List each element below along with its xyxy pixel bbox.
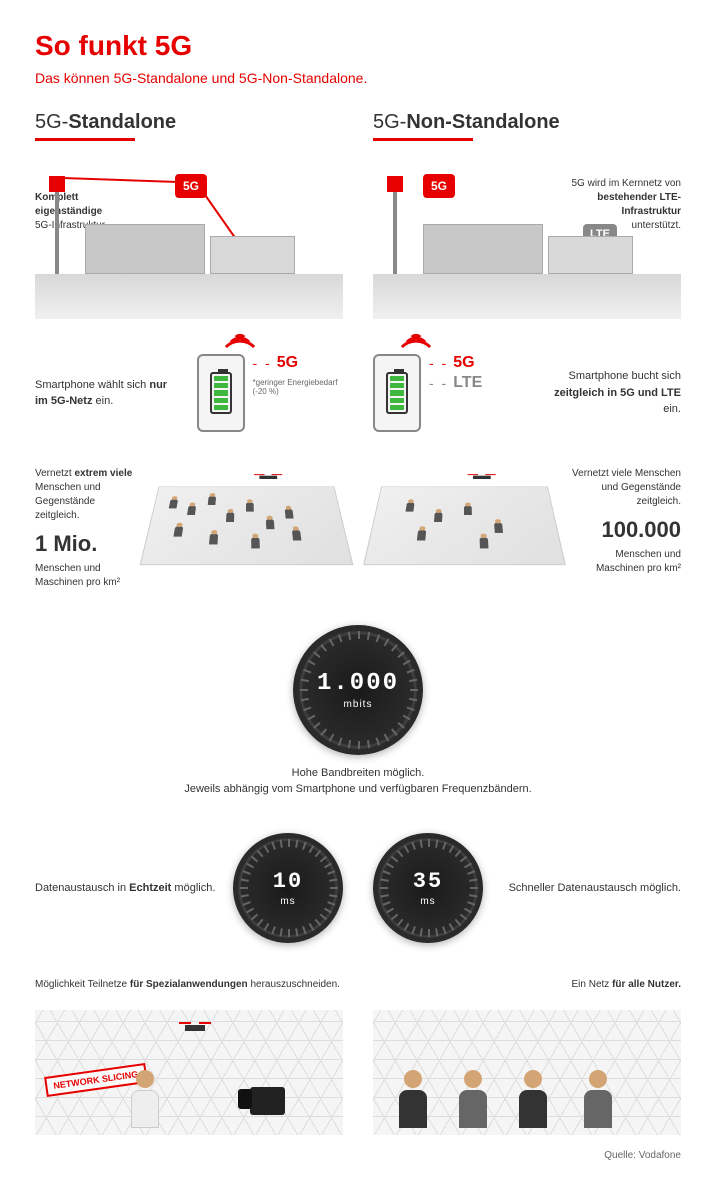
gauge-latency-left: 10 ms <box>233 833 343 943</box>
phone-text-right: Smartphone bucht sich zeitgleich in 5G u… <box>535 368 682 418</box>
phone-icon <box>197 354 245 432</box>
crowd-text-right: Vernetzt viele Menschen und Gegenstände … <box>571 467 681 576</box>
slicing-text-left: Möglichkeit Teilnetze für Spezialanwendu… <box>35 978 343 992</box>
subtitle: Das können 5G-Standalone und 5G-Non-Stan… <box>35 70 681 86</box>
tower-scene-non-standalone: 5G wird im Kernnetz von bestehender LTE-… <box>373 169 681 319</box>
col-header-standalone: 5G-Standalone <box>35 111 343 134</box>
hex-panel-left: NETWORK SLICING <box>35 1010 343 1135</box>
underline <box>35 138 135 141</box>
col-header-non-standalone: 5G-Non-Standalone <box>373 111 681 134</box>
source-label: Quelle: Vodafone <box>35 1150 681 1161</box>
main-title: So funkt 5G <box>35 30 681 62</box>
crowd-text-left: Vernetzt extrem viele Menschen und Gegen… <box>35 467 135 590</box>
crowd-visual-right <box>363 487 566 566</box>
badge-5g: 5G <box>175 174 207 198</box>
latency-text-right: Schneller Datenaustausch möglich. <box>498 880 681 897</box>
tower-scene-standalone: Komplett eigenständige 5G-Infrastruktur.… <box>35 169 343 319</box>
underline <box>373 138 473 141</box>
slicing-text-right: Ein Netz für alle Nutzer. <box>373 978 681 992</box>
phone-visual-left: - -5G *geringer Energiebedarf (-20 %) <box>197 354 344 432</box>
bandwidth-gauge-section: 1.000 mbits Hohe Bandbreiten möglich. Je… <box>35 625 681 798</box>
phone-visual-right: - -5G - -LTE <box>373 354 520 432</box>
latency-text-left: Datenaustausch in Echtzeit möglich. <box>35 880 218 897</box>
badge-5g: 5G <box>423 174 455 198</box>
hex-panel-right <box>373 1010 681 1135</box>
crowd-visual-left <box>140 487 354 566</box>
gauge-latency-right: 35 ms <box>373 833 483 943</box>
gauge-bandwidth: 1.000 mbits <box>293 625 423 755</box>
phone-icon <box>373 354 421 432</box>
phone-text-left: Smartphone wählt sich nur im 5G-Netz ein… <box>35 377 182 410</box>
camera-icon <box>250 1087 285 1115</box>
battery-icon <box>386 372 408 414</box>
battery-icon <box>210 372 232 414</box>
